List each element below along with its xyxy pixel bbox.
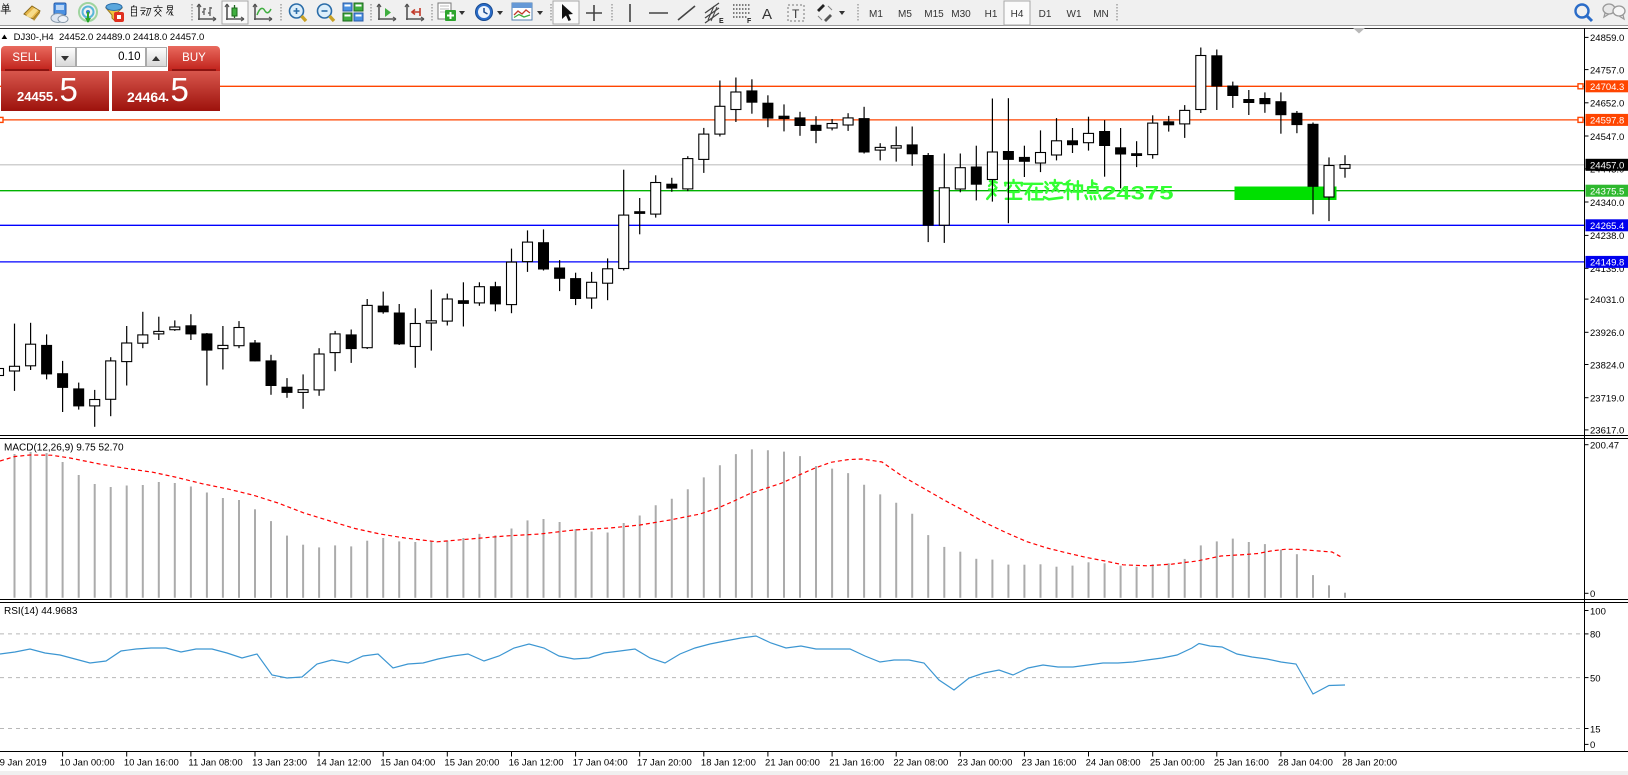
svg-text:F: F xyxy=(747,18,752,25)
svg-text:23 Jan 16:00: 23 Jan 16:00 xyxy=(1022,758,1077,769)
svg-text:28 Jan 20:00: 28 Jan 20:00 xyxy=(1342,758,1397,769)
svg-text:16 Jan 12:00: 16 Jan 12:00 xyxy=(509,758,564,769)
svg-text:RSI(14) 44.9683: RSI(14) 44.9683 xyxy=(4,606,78,617)
svg-text:15 Jan 04:00: 15 Jan 04:00 xyxy=(380,758,435,769)
svg-text:24031.0: 24031.0 xyxy=(1590,295,1624,306)
svg-text:0: 0 xyxy=(1590,589,1595,600)
svg-text:24135.0: 24135.0 xyxy=(1590,264,1624,275)
svg-text:80: 80 xyxy=(1590,630,1601,641)
svg-text:15 Jan 20:00: 15 Jan 20:00 xyxy=(444,758,499,769)
svg-text:15: 15 xyxy=(1590,724,1601,735)
svg-text:11 Jan 08:00: 11 Jan 08:00 xyxy=(188,758,242,769)
svg-text:17 Jan 04:00: 17 Jan 04:00 xyxy=(573,758,628,769)
svg-text:28 Jan 04:00: 28 Jan 04:00 xyxy=(1278,758,1333,769)
svg-text:25 Jan 16:00: 25 Jan 16:00 xyxy=(1214,758,1269,769)
svg-text:M30: M30 xyxy=(951,9,971,20)
svg-text:24375.5: 24375.5 xyxy=(1590,187,1624,198)
svg-text:50: 50 xyxy=(1590,673,1601,684)
svg-text:21 Jan 16:00: 21 Jan 16:00 xyxy=(829,758,884,769)
svg-text:W1: W1 xyxy=(1067,9,1082,20)
svg-text:25 Jan 00:00: 25 Jan 00:00 xyxy=(1150,758,1205,769)
svg-text:MN: MN xyxy=(1093,9,1109,20)
svg-text:14 Jan 12:00: 14 Jan 12:00 xyxy=(316,758,371,769)
svg-text:24265.4: 24265.4 xyxy=(1590,221,1624,232)
svg-text:23719.0: 23719.0 xyxy=(1590,394,1624,405)
svg-text:18 Jan 12:00: 18 Jan 12:00 xyxy=(701,758,756,769)
svg-text:24238.0: 24238.0 xyxy=(1590,231,1624,242)
svg-text:24597.8: 24597.8 xyxy=(1590,116,1624,127)
svg-text:A: A xyxy=(762,6,772,23)
svg-text:H1: H1 xyxy=(985,9,998,20)
svg-text:24 Jan 08:00: 24 Jan 08:00 xyxy=(1086,758,1141,769)
svg-text:MACD(12,26,9) 9.75 52.70: MACD(12,26,9) 9.75 52.70 xyxy=(4,443,124,454)
svg-text:H4: H4 xyxy=(1011,9,1024,20)
svg-text:24859.0: 24859.0 xyxy=(1590,33,1624,44)
svg-text:24652.0: 24652.0 xyxy=(1590,99,1624,110)
svg-text:D1: D1 xyxy=(1039,9,1052,20)
svg-text:24149.8: 24149.8 xyxy=(1590,258,1624,269)
svg-text:100: 100 xyxy=(1590,606,1606,617)
svg-text:23926.0: 23926.0 xyxy=(1590,328,1624,339)
svg-text:T: T xyxy=(792,7,800,21)
svg-text:23824.0: 23824.0 xyxy=(1590,360,1624,371)
svg-text:10 Jan 00:00: 10 Jan 00:00 xyxy=(60,758,115,769)
svg-text:24757.0: 24757.0 xyxy=(1590,65,1624,76)
svg-text:24457.0: 24457.0 xyxy=(1590,161,1624,172)
svg-text:M5: M5 xyxy=(898,9,912,20)
svg-text:17 Jan 20:00: 17 Jan 20:00 xyxy=(637,758,692,769)
svg-text:E: E xyxy=(719,18,724,25)
svg-text:22 Jan 08:00: 22 Jan 08:00 xyxy=(893,758,948,769)
svg-text:10 Jan 16:00: 10 Jan 16:00 xyxy=(124,758,179,769)
svg-text:13 Jan 23:00: 13 Jan 23:00 xyxy=(252,758,307,769)
svg-text:M1: M1 xyxy=(869,9,883,20)
svg-text:23617.0: 23617.0 xyxy=(1590,426,1624,437)
svg-text:24340.0: 24340.0 xyxy=(1590,198,1624,209)
svg-text:24375: 24375 xyxy=(1102,182,1174,204)
svg-text:0: 0 xyxy=(1590,740,1595,751)
svg-text:200.47: 200.47 xyxy=(1590,441,1619,452)
svg-text:23 Jan 00:00: 23 Jan 00:00 xyxy=(957,758,1012,769)
svg-text:DJ30-,H4 24452.0 24489.0 2441: DJ30-,H4 24452.0 24489.0 24418.0 24457.0 xyxy=(14,32,205,43)
svg-text:24704.3: 24704.3 xyxy=(1590,82,1624,93)
svg-text:M15: M15 xyxy=(924,9,944,20)
svg-text:9 Jan 2019: 9 Jan 2019 xyxy=(0,758,47,769)
svg-text:24547.0: 24547.0 xyxy=(1590,132,1624,143)
svg-text:21 Jan 00:00: 21 Jan 00:00 xyxy=(765,758,820,769)
